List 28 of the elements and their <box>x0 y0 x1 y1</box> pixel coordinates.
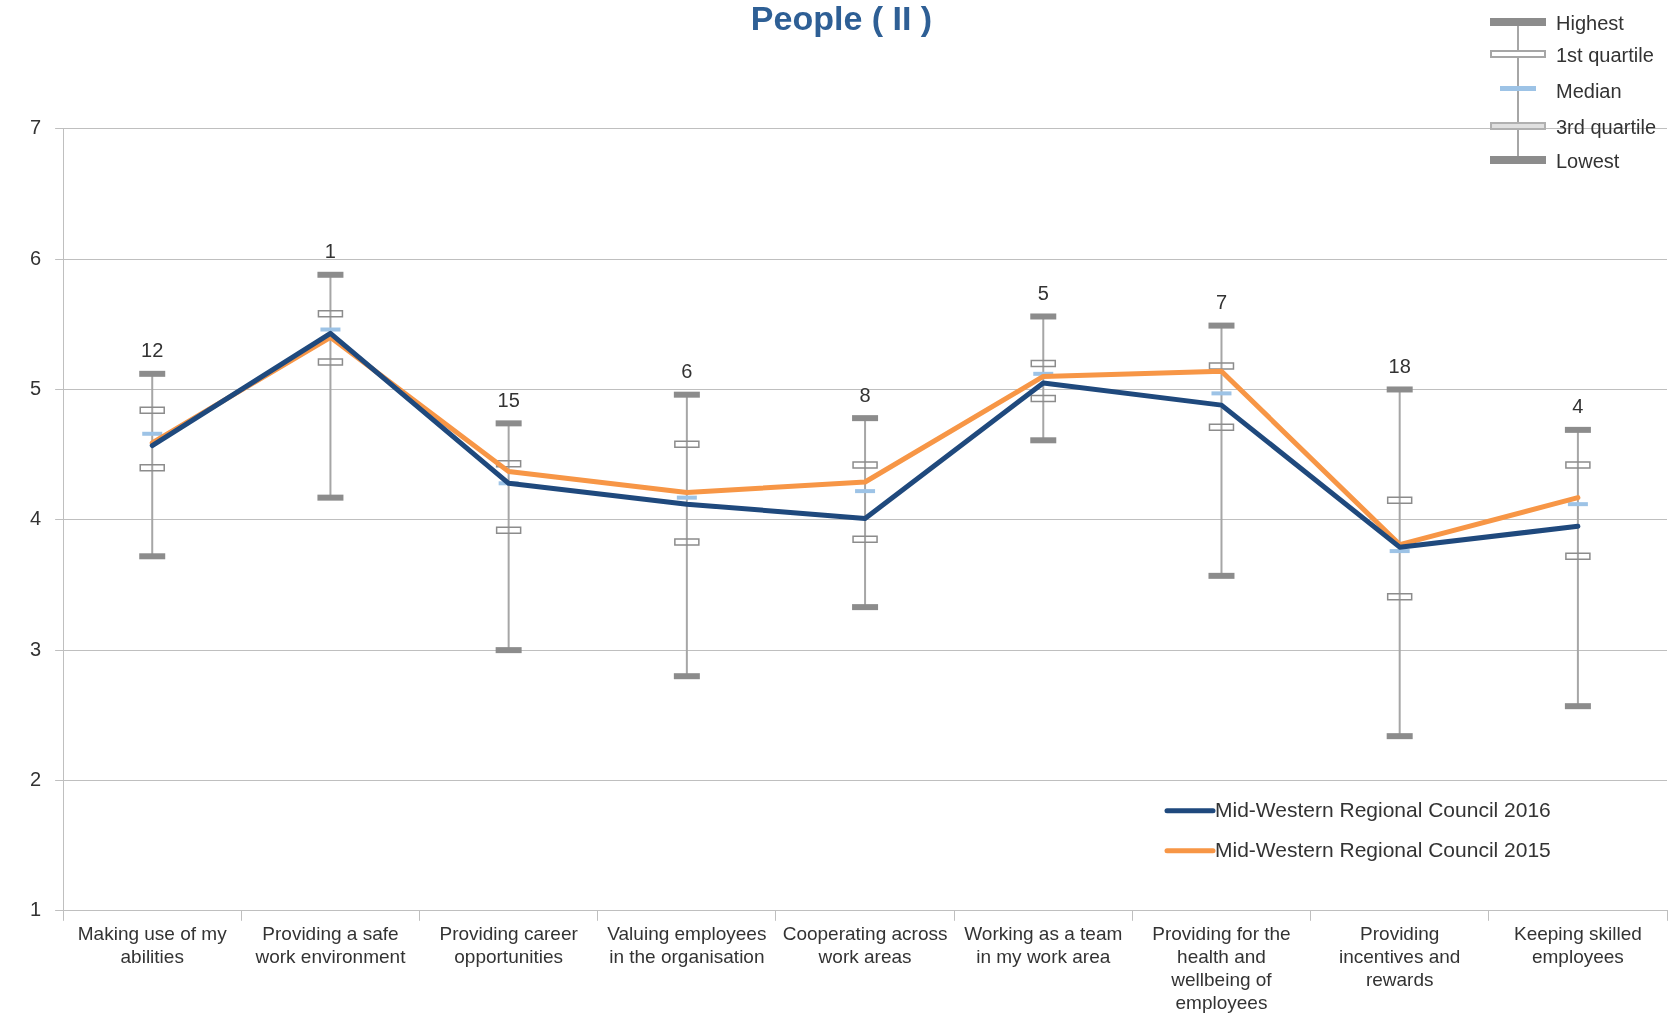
y-tick-label: 2 <box>30 767 42 790</box>
annotation: 4 <box>1572 395 1584 418</box>
x-tick-label: Providing incentives and rewards <box>1338 923 1461 991</box>
x-tick-label: Making use of my abilities <box>77 923 228 968</box>
annotation: 1 <box>324 240 336 263</box>
y-tick-label: 1 <box>30 898 42 921</box>
y-tick-label: 4 <box>30 507 42 530</box>
y-tick-label: 3 <box>30 637 42 660</box>
annotation: 18 <box>1388 354 1411 377</box>
x-tick-label: Providing for the health and wellbeing of employees <box>1152 923 1291 1013</box>
annotation: 6 <box>681 360 693 383</box>
annotation: 5 <box>1037 282 1049 304</box>
legend-label: Mid-Western Regional Council 2016 <box>1215 797 1551 821</box>
x-tick-label: Providing career opportunities <box>439 923 579 968</box>
x-tick-label: Cooperating across work areas <box>782 923 948 968</box>
legend-label: Mid-Western Regional Council 2015 <box>1215 837 1551 861</box>
annotation: 7 <box>1215 291 1228 314</box>
x-tick-label: Working as a team in my work area <box>964 923 1123 968</box>
x-tick-label: Providing a safe work environment <box>254 923 407 968</box>
annotation: 8 <box>859 383 871 406</box>
x-tick-label: Valuing employees in the organisation <box>607 923 767 968</box>
annotation: 15 <box>497 388 520 411</box>
y-tick-label: 5 <box>30 376 42 399</box>
chart-title: People ( II ) <box>750 0 933 37</box>
annotation: 12 <box>141 339 164 362</box>
y-tick-label: 6 <box>30 246 42 269</box>
y-tick-label: 7 <box>30 116 42 139</box>
x-tick-label: Keeping skilled employees <box>1513 923 1642 968</box>
